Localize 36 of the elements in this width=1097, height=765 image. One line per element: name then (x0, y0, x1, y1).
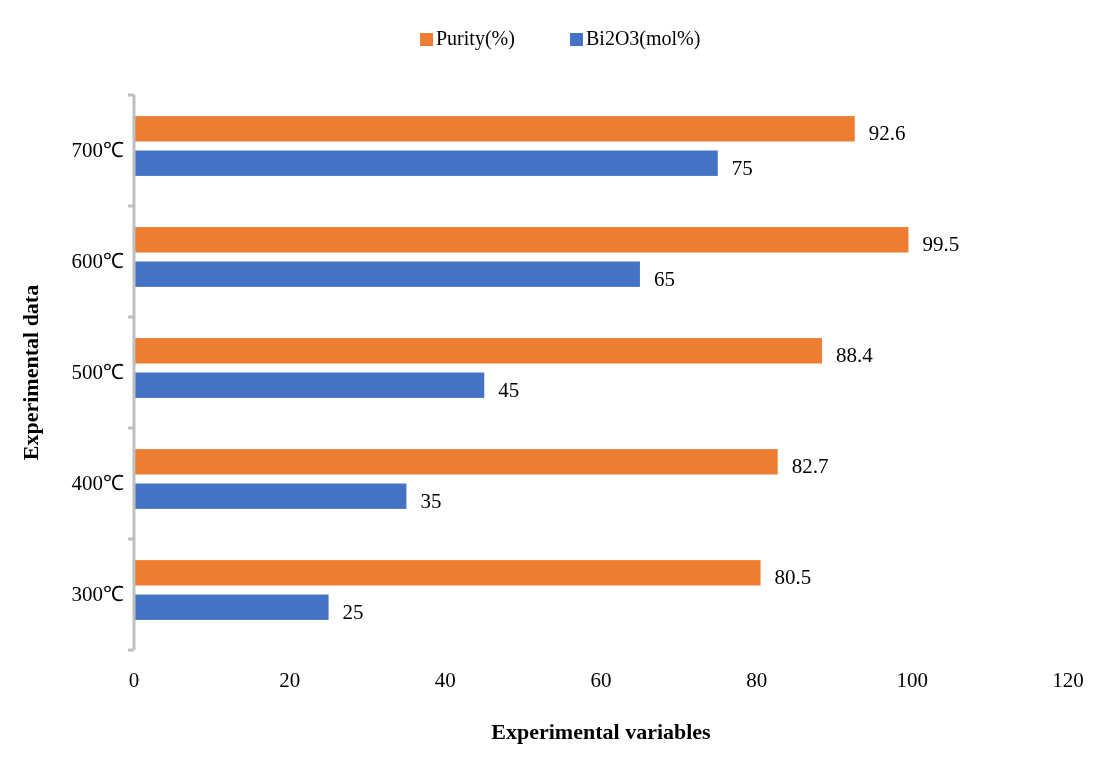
bar (134, 227, 909, 253)
x-tick-label: 100 (896, 668, 929, 692)
data-label: 65 (653, 266, 675, 291)
y-tick-label: 700℃ (71, 138, 124, 163)
legend-label: Purity(%) (436, 26, 515, 50)
bar (134, 483, 407, 509)
x-tick-label: 20 (279, 668, 301, 692)
y-tick-label: 600℃ (71, 249, 124, 274)
bar (134, 372, 485, 398)
data-label: 99.5 (922, 232, 960, 257)
x-tick-label: 60 (590, 668, 612, 692)
data-label: 80.5 (774, 565, 812, 590)
data-label: 82.7 (791, 454, 829, 479)
data-label: 92.6 (868, 121, 906, 146)
data-label: 45 (498, 377, 520, 402)
data-label: 25 (342, 599, 364, 624)
bar (134, 261, 640, 287)
x-tick-label: 0 (128, 668, 140, 692)
y-axis-title: Experimental data (18, 284, 43, 461)
y-tick-label: 500℃ (71, 360, 124, 385)
bar (134, 338, 823, 364)
y-tick-label: 400℃ (71, 471, 124, 496)
y-tick-label: 300℃ (71, 582, 124, 607)
data-label: 35 (420, 488, 442, 513)
x-axis-title: Experimental variables (491, 719, 712, 744)
bar (134, 449, 778, 475)
legend-label: Bi2O3(mol%) (586, 26, 701, 50)
data-label: 88.4 (836, 343, 874, 368)
data-label: 75 (731, 155, 753, 180)
x-tick-label: 120 (1052, 668, 1084, 692)
bar (134, 560, 761, 586)
x-tick-label: 40 (434, 668, 456, 692)
bar (134, 116, 855, 142)
bar (134, 594, 329, 620)
x-tick-label: 80 (746, 668, 768, 692)
bar (134, 150, 718, 176)
